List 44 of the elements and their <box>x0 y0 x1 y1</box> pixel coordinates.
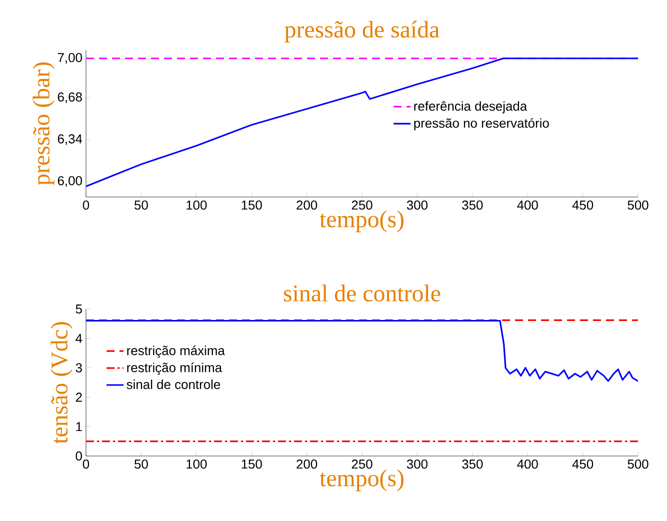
x-tick-label: 150 <box>242 200 262 210</box>
legend-label: referência desejada <box>414 101 528 114</box>
x-tick-label: 50 <box>134 200 148 210</box>
x-tick-label: 0 <box>82 460 90 469</box>
legend-label: pressão no reservatório <box>414 118 549 130</box>
x-tick-label: 250 <box>352 460 372 469</box>
line-series <box>86 58 638 188</box>
y-tick-label: 0 <box>76 451 82 461</box>
y-tick-label: 6,34 <box>58 134 82 145</box>
y-tick-label: 5 <box>76 304 82 314</box>
x-tick-label: 100 <box>186 460 207 469</box>
x-tick-label: 350 <box>462 460 483 469</box>
y-tick-label: 6,68 <box>58 92 82 104</box>
x-tick-label: 50 <box>134 460 148 469</box>
x-axis-title: tempo(s) <box>320 470 404 492</box>
y-axis-title: pressão (bar) <box>32 62 54 186</box>
x-tick-label: 450 <box>572 460 594 469</box>
x-tick-label: 350 <box>462 200 483 210</box>
x-tick-label: 450 <box>572 200 594 210</box>
y-axis-title: tensão (Vdc) <box>50 322 72 444</box>
y-tick-label: 2 <box>76 392 82 402</box>
x-tick-label: 100 <box>186 200 207 210</box>
x-tick-label: 150 <box>242 460 262 469</box>
x-tick-label: 400 <box>517 460 538 469</box>
x-tick-label: 250 <box>352 200 372 210</box>
y-tick-label: 3 <box>76 363 82 372</box>
legend-label: restrição mínima <box>127 362 222 375</box>
y-tick-label: 7,00 <box>58 53 82 64</box>
x-tick-label: 400 <box>517 200 538 210</box>
legend-label: sinal de controle <box>126 380 220 390</box>
legend-label: restrição máxima <box>127 346 225 358</box>
y-tick-label: 6,00 <box>58 176 82 187</box>
x-tick-label: 300 <box>406 200 428 210</box>
x-tick-label: 500 <box>628 200 648 210</box>
chart-title: pressão de saída <box>284 20 440 42</box>
x-tick-label: 300 <box>406 460 428 469</box>
x-tick-label: 200 <box>296 460 318 469</box>
x-tick-label: 200 <box>296 200 318 210</box>
y-tick-label: 1 <box>76 422 82 432</box>
chart-title: sinal de controle <box>284 284 440 302</box>
y-tick-label: 4 <box>76 334 82 343</box>
x-tick-label: 500 <box>628 460 648 469</box>
x-axis-title: tempo(s) <box>320 210 404 232</box>
x-tick-label: 0 <box>82 200 90 210</box>
